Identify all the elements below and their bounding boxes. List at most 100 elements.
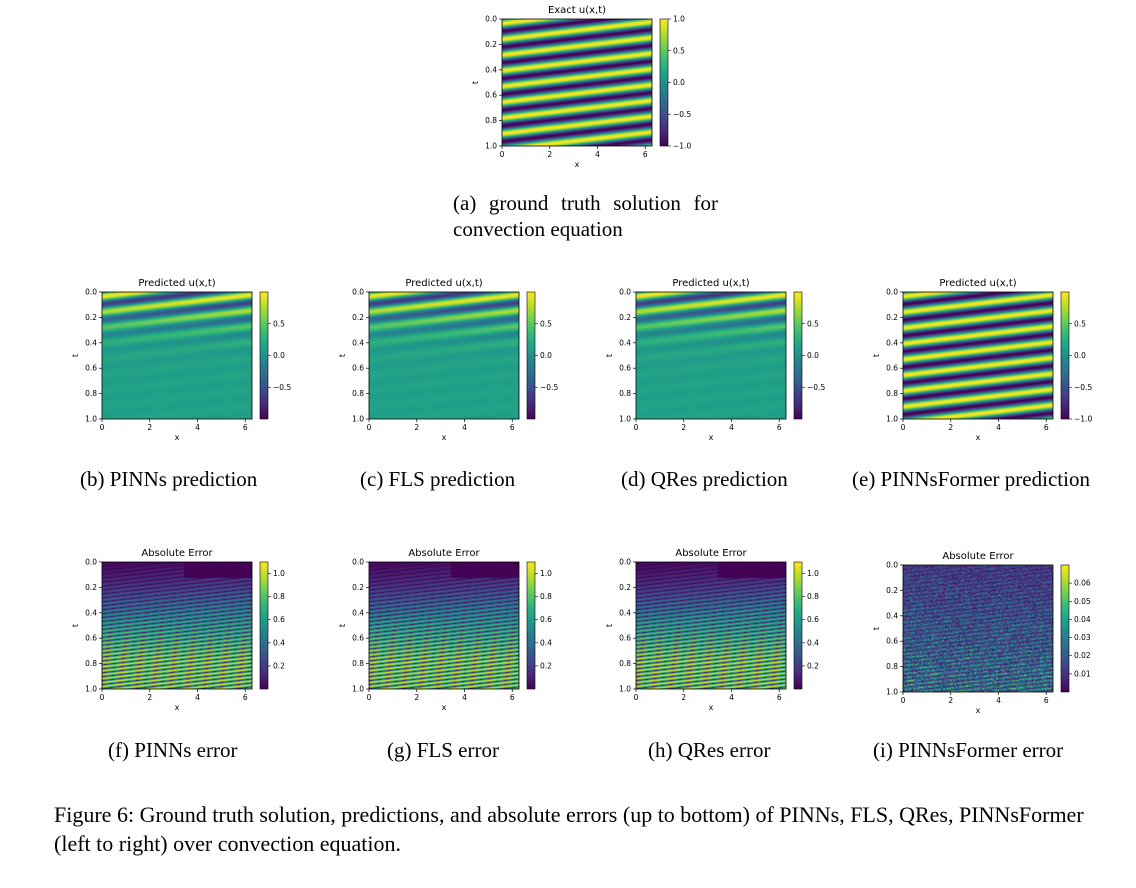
y-tick-label: 1.0 [886, 415, 898, 424]
heatmap-image [903, 292, 1053, 419]
panel-g: Absolute Error 0.0 0.2 0.4 0.6 0.8 1.0 t 0 2 4 6 x 1.… [337, 545, 567, 712]
y-axis-label: t [338, 354, 347, 357]
x-tick-label: 0 [901, 423, 906, 432]
colorbar-tick-label: 0.8 [807, 592, 819, 601]
panel-a: Exact u(x,t) 0.0 0.2 0.4 0.6 0.8 1.0 t 0 2 4 6 x 1.0 0… [470, 2, 700, 169]
colorbar-tick-label: 0.0 [273, 351, 285, 360]
y-tick-label: 0.2 [85, 313, 97, 322]
colorbar [1060, 291, 1070, 420]
heatmap-i: Absolute Error 0.0 0.2 0.4 0.6 0.8 1.0 t 0 2 4 6 x 0.… [872, 551, 1091, 715]
y-tick-label: 1.0 [619, 685, 631, 694]
x-tick-label: 4 [195, 693, 200, 702]
x-tick-label: 6 [1044, 423, 1049, 432]
x-tick-label: 4 [729, 423, 734, 432]
y-tick-label: 0.0 [619, 288, 631, 297]
x-tick-label: 0 [500, 150, 505, 159]
heatmap-d: Predicted u(x,t) 0.0 0.2 0.4 0.6 0.8 1.0 t 0 2 4 6 x… [605, 278, 825, 442]
x-tick-label: 4 [996, 696, 1001, 705]
heatmap-image [502, 19, 652, 146]
y-tick-label: 0.0 [619, 558, 631, 567]
colorbar [1060, 564, 1070, 693]
y-tick-label: 1.0 [85, 685, 97, 694]
plot-title: Absolute Error [408, 548, 480, 559]
colorbar-tick-label: 1.0 [673, 15, 685, 24]
y-tick-label: 0.4 [352, 608, 364, 617]
x-tick-label: 2 [147, 693, 152, 702]
x-tick-label: 6 [777, 423, 782, 432]
y-tick-label: 0.6 [85, 364, 97, 373]
caption-g: (g) FLS error [387, 738, 499, 762]
y-tick-label: 1.0 [352, 415, 364, 424]
x-tick-label: 0 [367, 423, 372, 432]
y-tick-label: 0.8 [886, 662, 898, 671]
y-tick-label: 0.2 [485, 40, 497, 49]
y-tick-label: 0.2 [619, 583, 631, 592]
figure-caption-label: Figure 6: [54, 802, 135, 827]
plot-frame [635, 561, 787, 690]
x-tick-label: 4 [195, 423, 200, 432]
caption-h: (h) QRes error [648, 738, 771, 762]
y-tick-label: 1.0 [85, 415, 97, 424]
plot-frame [635, 291, 787, 420]
x-axis-label: x [175, 703, 180, 712]
x-tick-label: 0 [367, 693, 372, 702]
x-tick-label: 2 [948, 696, 953, 705]
y-tick-label: 0.6 [85, 634, 97, 643]
x-tick-label: 6 [643, 150, 648, 159]
plot-title: Absolute Error [675, 548, 747, 559]
x-tick-label: 2 [414, 423, 419, 432]
colorbar-tick-label: 0.4 [807, 638, 819, 647]
colorbar-tick-label: 0.6 [540, 615, 552, 624]
colorbar-tick-label: 0.2 [273, 661, 285, 670]
plot-title: Predicted u(x,t) [138, 278, 215, 289]
plot-title: Exact u(x,t) [548, 5, 606, 16]
x-tick-label: 0 [901, 696, 906, 705]
colorbar-tick-label: 0.0 [540, 351, 552, 360]
plot-frame [902, 564, 1054, 693]
plot-frame [101, 291, 253, 420]
y-tick-label: 1.0 [886, 688, 898, 697]
colorbar-tick-label: 0.0 [673, 78, 685, 87]
colorbar-tick-label: 0.4 [540, 638, 552, 647]
y-tick-label: 0.6 [886, 364, 898, 373]
colorbar-tick-label: 1.0 [540, 569, 552, 578]
x-tick-label: 0 [100, 693, 105, 702]
y-tick-label: 0.2 [886, 586, 898, 595]
x-axis-label: x [575, 160, 580, 169]
caption-a: (a) ground truth solution for convection… [453, 191, 718, 241]
caption-i: (i) PINNsFormer error [873, 738, 1064, 762]
heatmap-image [636, 292, 786, 419]
y-tick-label: 1.0 [352, 685, 364, 694]
colorbar-tick-label: 0.8 [273, 592, 285, 601]
x-tick-label: 4 [729, 693, 734, 702]
colorbar-tick-label: 0.6 [273, 615, 285, 624]
colorbar-tick-label: 0.2 [807, 661, 819, 670]
x-tick-label: 0 [100, 423, 105, 432]
x-tick-label: 4 [462, 423, 467, 432]
heatmap-e: Predicted u(x,t) 0.0 0.2 0.4 0.6 0.8 1.0 t 0 2 4 6 x… [872, 278, 1092, 442]
heatmap-h: Absolute Error 0.0 0.2 0.4 0.6 0.8 1.0 t 0 2 4 6 x 1.… [605, 548, 819, 712]
colorbar-tick-label: 0.4 [273, 638, 285, 647]
y-tick-label: 0.0 [85, 288, 97, 297]
plot-title: Absolute Error [141, 548, 213, 559]
x-tick-label: 2 [147, 423, 152, 432]
heatmap-image [636, 562, 786, 689]
x-tick-label: 2 [547, 150, 552, 159]
y-axis-label: t [71, 624, 80, 627]
plot-frame [368, 561, 520, 690]
heatmap-image [369, 292, 519, 419]
x-axis-label: x [442, 433, 447, 442]
x-tick-label: 6 [510, 693, 515, 702]
y-tick-label: 0.4 [886, 611, 898, 620]
caption-d: (d) QRes prediction [621, 467, 788, 491]
caption-b: (b) PINNs prediction [80, 467, 258, 491]
x-axis-label: x [709, 703, 714, 712]
y-tick-label: 0.2 [85, 583, 97, 592]
heatmap-image [102, 562, 252, 689]
x-tick-label: 0 [634, 423, 639, 432]
colorbar-tick-label: 0.04 [1074, 615, 1091, 624]
y-tick-label: 0.8 [85, 389, 97, 398]
y-tick-label: 0.0 [886, 288, 898, 297]
colorbar-tick-label: 0.5 [807, 319, 819, 328]
y-tick-label: 0.0 [85, 558, 97, 567]
